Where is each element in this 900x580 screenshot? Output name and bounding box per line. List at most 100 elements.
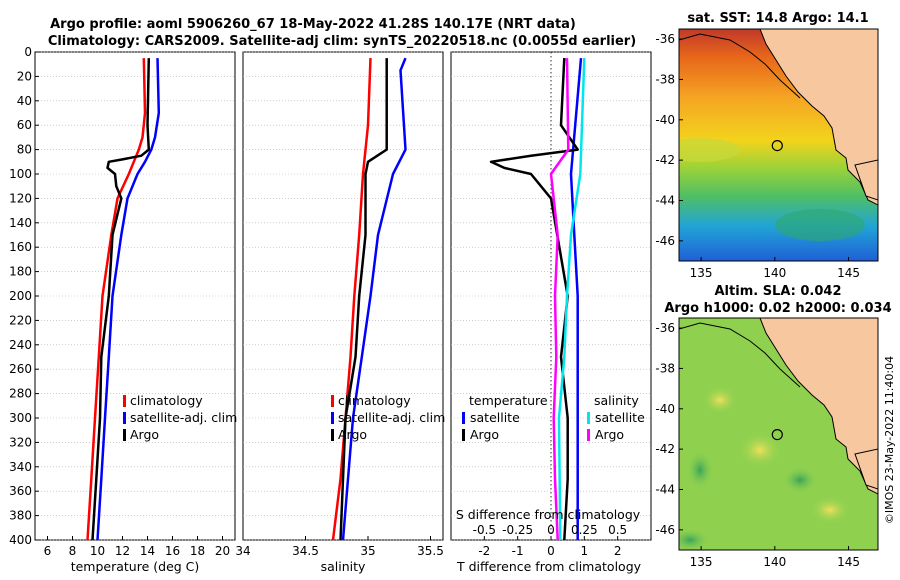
y-tick-label: 400	[9, 533, 32, 547]
map-y-tick-label: -42	[655, 442, 675, 456]
series-line-climatology	[331, 58, 372, 541]
map-y-tick-label: -46	[655, 523, 675, 537]
sst-map-panel: sat. SST: 14.8 Argo: 14.1 -36 -38 -40 -42 -4…	[655, 11, 879, 280]
imos-credit: ©IMOS 23-May-2022 11:40:04	[883, 356, 896, 524]
map-y-tick-label: -40	[655, 113, 675, 127]
difference-top-axis: S difference from climatology -0.5 -0.25 0…	[456, 507, 641, 537]
difference-s-label: S difference from climatology	[456, 507, 641, 522]
sst-x-tick-labels: 135 140 145	[690, 257, 860, 280]
legend-swatch-climatology	[123, 395, 126, 407]
map-x-tick-label: 135	[690, 266, 713, 280]
map-x-tick-label: 135	[690, 555, 713, 569]
x-tick-label: 34	[235, 544, 250, 558]
series-line-satellite-adj-clim	[341, 57, 407, 541]
x-tick-label: 14	[140, 544, 155, 558]
series-line-argo	[91, 58, 151, 541]
difference-top-tick-labels: -0.5 -0.25 0 0.25 0.5	[473, 523, 628, 537]
sla-map-image	[679, 318, 878, 550]
sla-land-mainland	[759, 318, 878, 495]
y-tick-label: 340	[9, 460, 32, 474]
y-tick-label: 0	[24, 45, 32, 59]
map-y-tick-label: -36	[655, 32, 675, 46]
top-tick-label: -0.5	[473, 523, 496, 537]
y-tick-label: 120	[9, 191, 32, 205]
series-line-satellite-adj-clim	[96, 58, 161, 541]
legend-swatch-t-argo	[462, 429, 465, 441]
x-tick-label: 35	[360, 544, 375, 558]
sst-shelf-contour	[679, 33, 801, 99]
legend-t-argo: Argo	[470, 427, 499, 442]
x-tick-label: -1	[512, 544, 524, 558]
y-tick-label: 40	[17, 94, 32, 108]
legend-s-satellite: satellite	[595, 410, 645, 425]
difference-x-tick-labels: -2 -1 0 1 2	[478, 536, 621, 558]
x-tick-label: 8	[69, 544, 77, 558]
sla-low-2	[782, 466, 818, 494]
x-tick-label: 2	[614, 544, 622, 558]
difference-legend-salinity: salinity satellite Argo	[587, 393, 645, 442]
map-y-tick-label: -40	[655, 402, 675, 416]
x-tick-label: 12	[115, 544, 130, 558]
y-tick-label: 280	[9, 387, 32, 401]
sst-y-tick-labels: -36 -38 -40 -42 -44 -46	[655, 32, 683, 248]
y-tick-label: 380	[9, 509, 32, 523]
sla-low-3	[679, 528, 710, 550]
legend-argo: Argo	[130, 427, 159, 442]
temperature-x-label: temperature (deg C)	[71, 559, 200, 574]
map-y-tick-label: -44	[655, 193, 675, 207]
sla-map-panel: Altim. SLA: 0.042 Argo h1000: 0.02 h2000…	[655, 284, 891, 569]
figure-title-line1: Argo profile: aoml 5906260_67 18-May-202…	[50, 17, 576, 32]
series-line-salinity-satellite	[557, 58, 586, 541]
x-tick-label: 34.5	[292, 544, 319, 558]
sla-high-1	[702, 386, 738, 414]
x-tick-label: 35.5	[417, 544, 444, 558]
legend-climatology: climatology	[130, 393, 203, 408]
sla-map-title-line1: Altim. SLA: 0.042	[715, 284, 842, 299]
sst-map-title: sat. SST: 14.8 Argo: 14.1	[687, 11, 868, 26]
legend-swatch-s-satellite	[587, 412, 590, 424]
series-line-temperature-satellite	[569, 57, 583, 540]
x-tick-label: 20	[215, 544, 230, 558]
legend-salinity-title: salinity	[594, 393, 639, 408]
y-tick-label: 260	[9, 362, 32, 376]
difference-series	[489, 57, 586, 541]
y-tick-label: 300	[9, 411, 32, 425]
y-tick-label: 60	[17, 118, 32, 132]
top-tick-label: 0.5	[608, 523, 627, 537]
top-tick-label: 0.25	[571, 523, 598, 537]
map-x-tick-label: 140	[763, 266, 786, 280]
salinity-panel: 34 34.5 35 35.5 salinity climatology satell…	[235, 51, 445, 574]
map-x-tick-label: 140	[763, 555, 786, 569]
legend-t-satellite: satellite	[470, 410, 520, 425]
map-y-tick-label: -38	[655, 361, 675, 375]
y-tick-label: 180	[9, 265, 32, 279]
map-y-tick-label: -36	[655, 321, 675, 335]
map-x-tick-label: 145	[837, 555, 860, 569]
sla-map-title-line2: Argo h1000: 0.02 h2000: 0.034	[664, 301, 891, 316]
y-tick-label: 160	[9, 240, 32, 254]
y-tick-label: 200	[9, 289, 32, 303]
salinity-x-tick-labels: 34 34.5 35 35.5	[235, 536, 444, 558]
legend-swatch-argo	[331, 429, 334, 441]
figure-title-line2: Climatology: CARS2009. Satellite-adj cli…	[48, 34, 636, 49]
series-line-temperature-argo	[489, 58, 579, 541]
series-line-argo	[339, 58, 388, 541]
sla-map-frame	[678, 317, 879, 551]
sst-map-frame	[678, 28, 879, 262]
legend-swatch-argo	[123, 429, 126, 441]
y-tick-label: 140	[9, 216, 32, 230]
sst-land-tasmania	[854, 159, 878, 201]
temperature-x-tick-labels: 6 8 10 12 14 16 18 20	[44, 536, 230, 558]
map-y-tick-label: -38	[655, 72, 675, 86]
sst-warm-eddy	[679, 138, 740, 162]
temperature-panel: 0 20 40 60 80 100 120 140 160 180 200 220 240 260 280 3…	[9, 45, 237, 574]
temperature-series	[86, 58, 161, 541]
y-tick-label: 20	[17, 69, 32, 83]
legend-swatch-s-argo	[587, 429, 590, 441]
difference-legend-temperature: temperature satellite Argo	[462, 393, 548, 442]
y-tick-label: 320	[9, 435, 32, 449]
x-tick-label: 1	[581, 544, 589, 558]
legend-satellite: satellite-adj. clim	[338, 410, 445, 425]
sst-map-image	[679, 29, 878, 261]
legend-swatch-satellite	[331, 412, 334, 424]
